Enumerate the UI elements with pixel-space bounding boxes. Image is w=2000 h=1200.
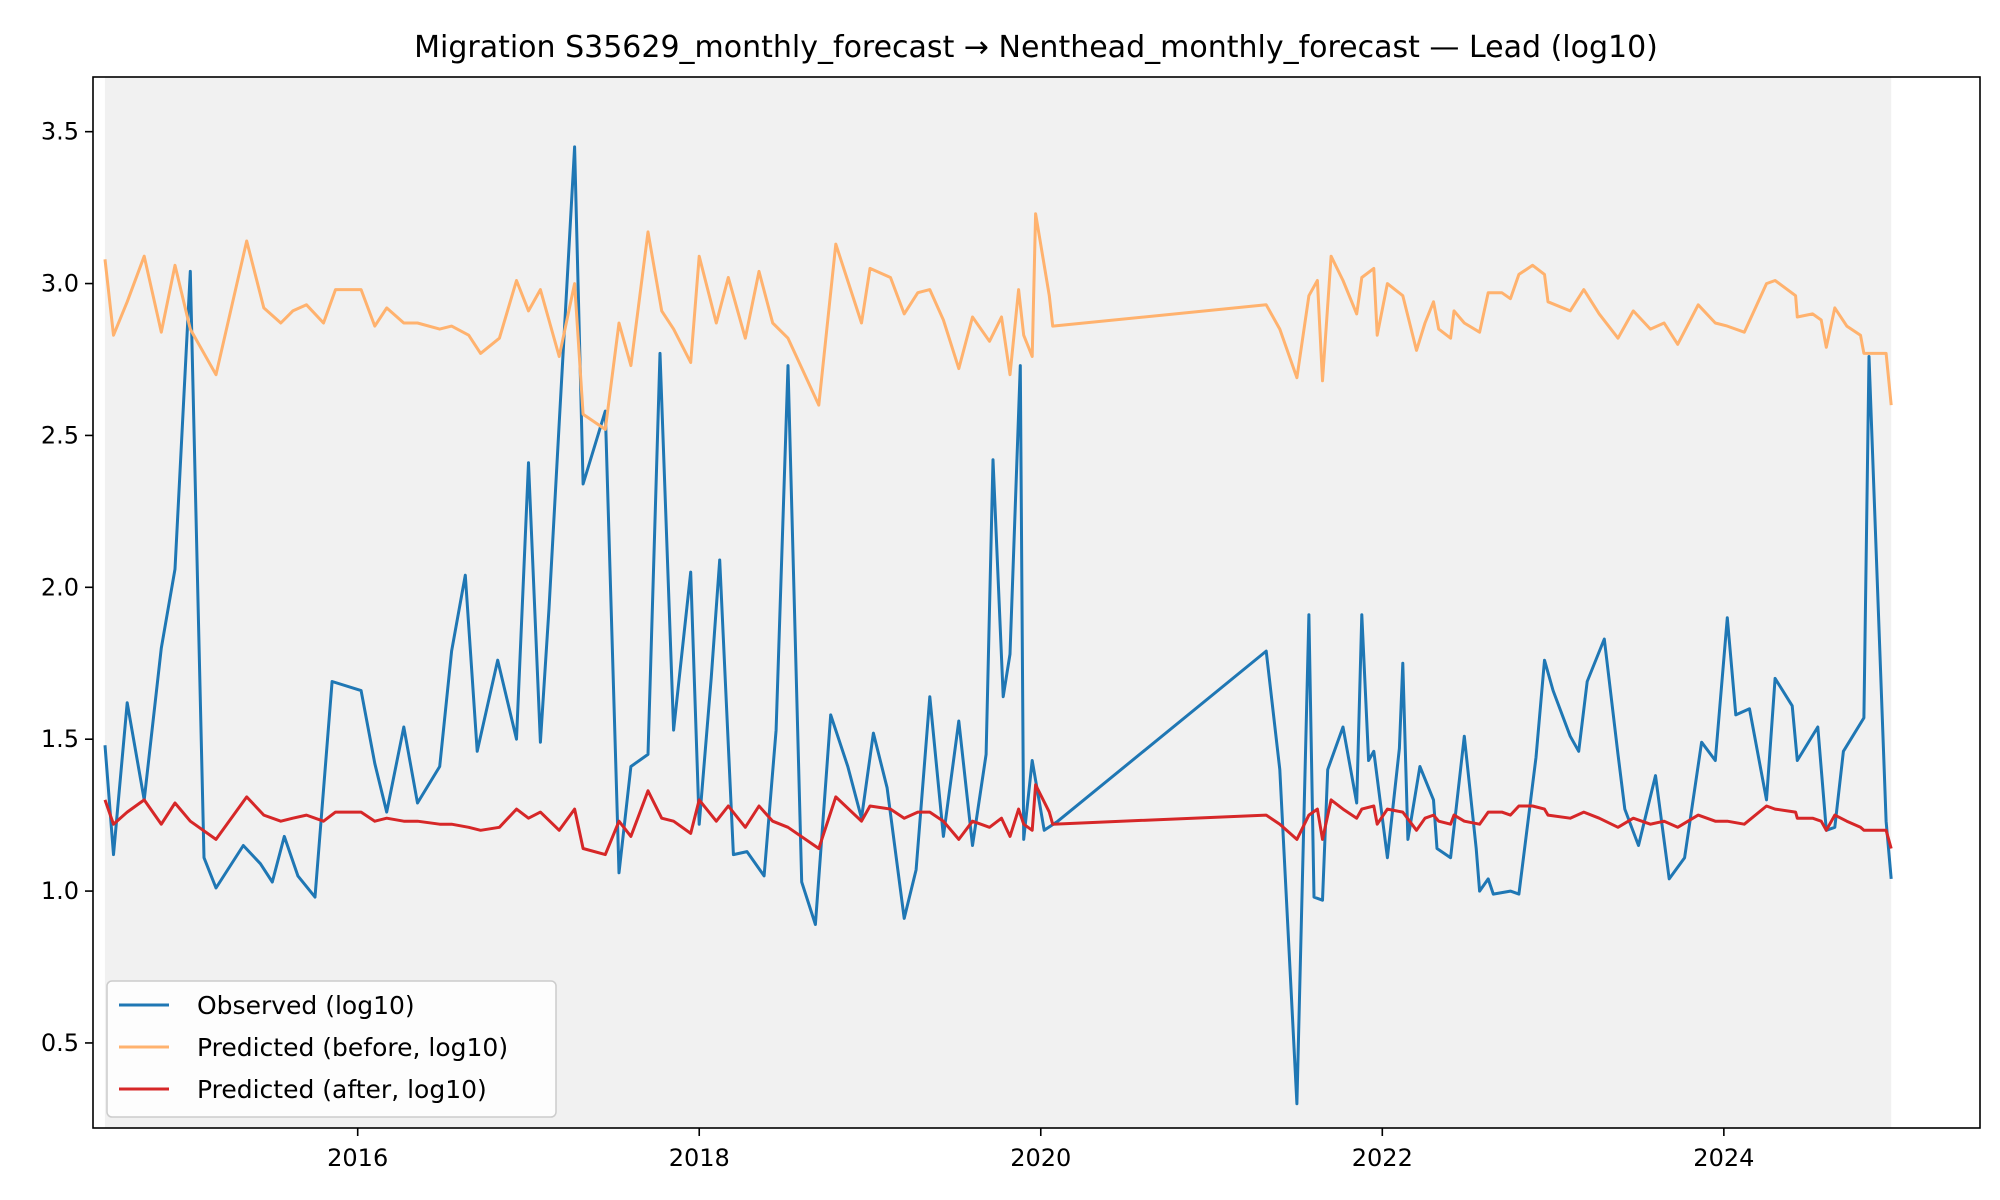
y-tick-label: 1.0	[41, 877, 79, 905]
x-tick-label: 2024	[1693, 1144, 1754, 1172]
legend-label-2: Predicted (after, log10)	[197, 1075, 487, 1104]
x-tick-label: 2016	[327, 1144, 388, 1172]
x-tick-label: 2020	[1010, 1144, 1071, 1172]
y-tick-label: 1.5	[41, 725, 79, 753]
chart-title: Migration S35629_monthly_forecast → Nent…	[414, 30, 1658, 65]
series-line-2	[103, 783, 1893, 857]
axes-frame	[92, 76, 1981, 1129]
series-line-1	[103, 212, 1893, 431]
legend: Observed (log10) Predicted (before, log10…	[106, 980, 557, 1118]
y-tick-label: 3.5	[41, 118, 79, 146]
legend-label-0: Observed (log10)	[197, 991, 415, 1020]
legend-box	[106, 980, 557, 1118]
x-tick-label: 2018	[669, 1144, 730, 1172]
axes: 2016 2018 2020 2022 2024 0.5 1.0 1.5 2.0 2.5 3.0 3.…	[41, 76, 1981, 1172]
series-line-0	[103, 145, 1893, 1106]
legend-label-1: Predicted (before, log10)	[197, 1033, 508, 1062]
x-tick-label: 2022	[1352, 1144, 1413, 1172]
y-tick-label: 2.0	[41, 573, 79, 601]
y-tick-label: 2.5	[41, 421, 79, 449]
y-tick-label: 0.5	[41, 1029, 79, 1057]
plot-area	[103, 77, 1893, 1128]
y-tick-label: 3.0	[41, 270, 79, 298]
